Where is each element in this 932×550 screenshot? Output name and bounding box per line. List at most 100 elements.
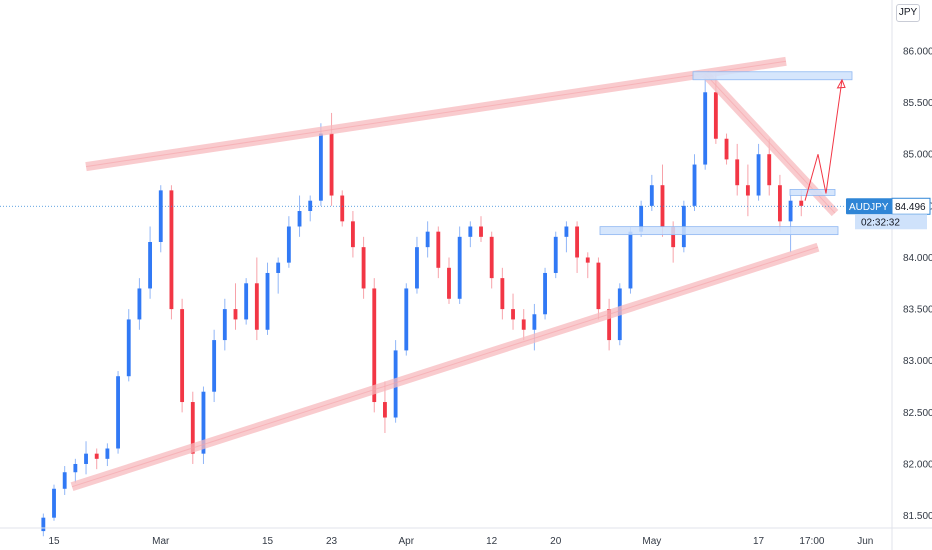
price-label: 84.496 — [895, 202, 926, 213]
bullish-candle — [116, 376, 120, 449]
bullish-candle — [286, 226, 291, 263]
bullish-candle — [703, 92, 708, 165]
bullish-candle — [41, 517, 46, 532]
bullish-candle — [297, 211, 302, 227]
bullish-candle — [52, 488, 56, 518]
bullish-candle — [201, 391, 206, 454]
bearish-candle — [660, 185, 665, 227]
time-tick-label: 17 — [753, 536, 765, 547]
bullish-candle — [788, 200, 793, 222]
time-tick-label: 15 — [262, 536, 274, 547]
symbol-label: AUDJPY — [849, 202, 889, 213]
bullish-candle — [73, 463, 78, 473]
bullish-candle — [457, 236, 462, 299]
bullish-candle — [756, 154, 761, 196]
bearish-candle — [585, 257, 590, 263]
price-tick-label: 81.500 — [903, 511, 932, 522]
bearish-candle — [436, 231, 441, 268]
time-tick-label: 17:00 — [799, 536, 824, 547]
bearish-candle — [489, 236, 494, 279]
drawings-layer — [0, 56, 892, 491]
bearish-candle — [180, 309, 185, 403]
bullish-candle — [158, 190, 163, 242]
bullish-candle — [564, 226, 569, 237]
price-tick-label: 84.000 — [903, 253, 932, 264]
bullish-candle — [105, 448, 110, 459]
bearish-candle — [372, 288, 377, 403]
bearish-candle — [500, 278, 505, 310]
bearish-candle — [340, 195, 345, 222]
bullish-candle — [126, 319, 131, 377]
bullish-candle — [212, 340, 217, 392]
bearish-candle — [671, 226, 676, 248]
currency-label[interactable]: JPY — [896, 4, 920, 22]
bearish-candle — [724, 138, 729, 160]
bearish-candle — [521, 319, 526, 330]
resistance-zone — [692, 71, 853, 81]
countdown-badge — [855, 214, 927, 230]
bullish-candle — [222, 309, 227, 341]
bullish-candle — [318, 133, 323, 201]
bearish-candle — [350, 221, 355, 248]
countdown-label: 02:32:32 — [861, 217, 900, 228]
bearish-candle — [383, 402, 387, 418]
time-tick-label: Jun — [857, 536, 873, 547]
bullish-candle — [639, 205, 644, 232]
bearish-candle — [254, 283, 259, 330]
bearish-candle — [329, 133, 334, 196]
bullish-candle — [468, 226, 473, 237]
projection-path — [804, 79, 843, 201]
bearish-candle — [745, 185, 750, 196]
bearish-candle — [735, 159, 740, 186]
bearish-candle — [361, 247, 366, 289]
candles-layer — [41, 71, 804, 537]
bullish-candle — [276, 262, 281, 273]
bearish-candle — [767, 154, 772, 186]
price-tick-label: 82.000 — [903, 459, 932, 470]
bearish-candle — [511, 309, 515, 320]
symbol-badge — [846, 198, 892, 215]
price-tick-label: 83.000 — [903, 356, 932, 367]
bullish-candle — [628, 231, 633, 289]
bullish-candle — [265, 272, 270, 330]
bearish-candle — [607, 309, 612, 341]
support-zone — [599, 226, 839, 236]
bearish-candle — [777, 185, 782, 222]
time-tick-label: 20 — [550, 536, 562, 547]
bearish-candle — [233, 309, 238, 320]
bearish-candle — [479, 226, 483, 237]
price-tick-label: 85.500 — [903, 98, 932, 109]
price-axis: 86.00085.50085.00084.50084.00083.50083.0… — [846, 0, 932, 550]
bearish-candle — [713, 92, 718, 139]
upper-channel-line-edge — [85, 60, 787, 168]
bullish-candle — [84, 453, 88, 464]
bearish-candle — [94, 453, 99, 459]
projection-arrowhead — [836, 78, 846, 89]
bearish-candle — [447, 267, 451, 299]
bullish-candle — [244, 283, 249, 320]
bullish-candle — [553, 236, 558, 273]
mini-zone — [789, 189, 836, 196]
price-tick-label: 82.500 — [903, 408, 932, 419]
bearish-candle — [575, 226, 580, 258]
lower-channel-line-edge — [71, 246, 819, 488]
time-tick-label: May — [642, 536, 661, 547]
bullish-candle — [425, 231, 430, 248]
price-tick-label: 83.500 — [903, 305, 932, 316]
bullish-candle — [649, 185, 654, 206]
price-tick-label: 86.000 — [903, 46, 932, 57]
time-tick-label: Mar — [152, 536, 170, 547]
time-tick-label: Apr — [399, 536, 415, 547]
bullish-candle — [415, 247, 419, 289]
price-tick-label: 85.000 — [903, 150, 932, 161]
time-tick-label: 23 — [326, 536, 338, 547]
bullish-candle — [532, 314, 537, 330]
bullish-candle — [404, 288, 409, 351]
bearish-candle — [190, 402, 195, 454]
time-axis: 15 Mar 15 23 Apr 12 20 May 17 17:00 Jun — [0, 527, 932, 547]
bullish-candle — [137, 288, 142, 320]
bullish-candle — [148, 241, 153, 289]
bullish-candle — [692, 164, 697, 206]
